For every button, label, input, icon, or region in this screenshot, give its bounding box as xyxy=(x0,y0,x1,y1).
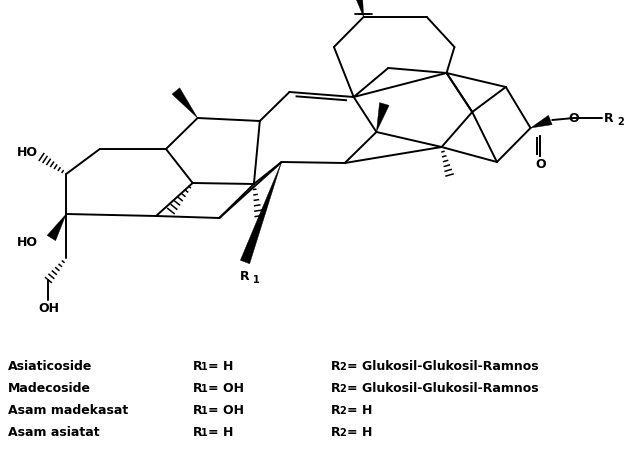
Text: R: R xyxy=(193,404,202,417)
Text: OH: OH xyxy=(38,301,59,314)
Text: = Glukosil-Glukosil-Ramnos: = Glukosil-Glukosil-Ramnos xyxy=(347,360,539,373)
Text: HO: HO xyxy=(17,235,37,249)
Text: 1: 1 xyxy=(200,362,207,372)
Text: Asam asiatat: Asam asiatat xyxy=(8,426,100,439)
Text: 1: 1 xyxy=(253,275,260,285)
Text: = H: = H xyxy=(208,426,234,439)
Text: 1: 1 xyxy=(200,384,207,394)
Polygon shape xyxy=(376,102,389,132)
Text: R: R xyxy=(331,426,341,439)
Polygon shape xyxy=(172,88,198,118)
Text: O: O xyxy=(535,157,546,171)
Text: R: R xyxy=(240,269,250,282)
Text: R: R xyxy=(331,360,341,373)
Text: 2: 2 xyxy=(339,406,346,416)
Text: = OH: = OH xyxy=(208,382,245,395)
Text: R: R xyxy=(193,360,202,373)
Text: Madecoside: Madecoside xyxy=(8,382,91,395)
Text: 2: 2 xyxy=(339,428,346,438)
Text: Asiaticoside: Asiaticoside xyxy=(8,360,92,373)
Text: 1: 1 xyxy=(200,428,207,438)
Text: = Glukosil-Glukosil-Ramnos: = Glukosil-Glukosil-Ramnos xyxy=(347,382,539,395)
Text: 1: 1 xyxy=(200,406,207,416)
Text: = H: = H xyxy=(347,426,372,439)
Text: 2: 2 xyxy=(339,384,346,394)
Text: R: R xyxy=(331,382,341,395)
Text: 2: 2 xyxy=(618,117,624,127)
Text: R: R xyxy=(603,111,613,125)
Text: R: R xyxy=(193,426,202,439)
Text: HO: HO xyxy=(17,146,37,158)
Text: O: O xyxy=(568,111,579,125)
Text: = OH: = OH xyxy=(208,404,245,417)
Text: R: R xyxy=(331,404,341,417)
Text: R: R xyxy=(193,382,202,395)
Polygon shape xyxy=(355,0,364,17)
Text: 2: 2 xyxy=(339,362,346,372)
Polygon shape xyxy=(240,162,281,264)
Text: = H: = H xyxy=(347,404,372,417)
Text: Asam madekasat: Asam madekasat xyxy=(8,404,128,417)
Polygon shape xyxy=(530,115,552,128)
Polygon shape xyxy=(47,214,66,241)
Text: = H: = H xyxy=(208,360,234,373)
